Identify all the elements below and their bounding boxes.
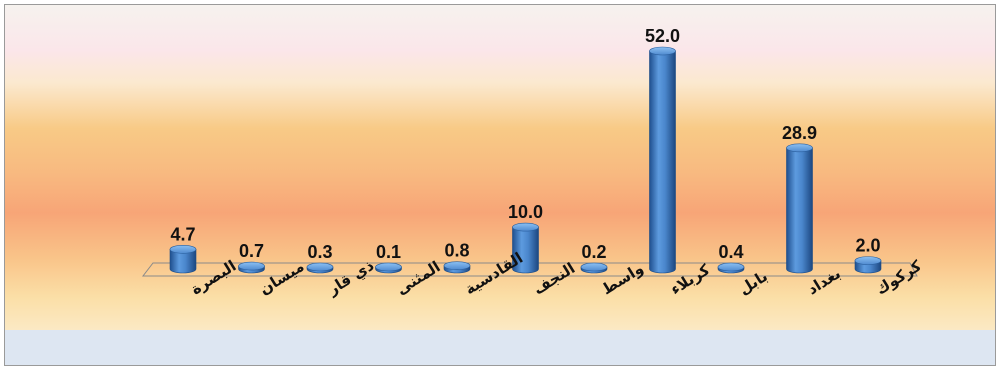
bar-body bbox=[512, 226, 539, 274]
chart-footer-band bbox=[5, 330, 995, 365]
bar-top bbox=[169, 244, 197, 254]
bar-top bbox=[512, 222, 539, 232]
bar-top bbox=[649, 46, 676, 56]
chart-frame: 4.7 0.7 0.3 0.1 0.8 10.0 0.2 52.0 0.4 28.9 2.0 الب… bbox=[4, 4, 996, 366]
data-label: 10.0 bbox=[508, 202, 543, 222]
bar-top bbox=[580, 262, 608, 272]
bar-top bbox=[717, 262, 745, 272]
bar bbox=[443, 261, 471, 274]
bar bbox=[169, 244, 197, 274]
bar-top bbox=[306, 262, 334, 272]
data-label: 2.0 bbox=[855, 236, 880, 256]
data-label: 0.4 bbox=[718, 242, 743, 262]
data-label: 0.3 bbox=[307, 242, 332, 262]
bar bbox=[306, 262, 334, 274]
bar-top bbox=[238, 261, 265, 271]
data-label: 0.8 bbox=[444, 241, 469, 261]
bar bbox=[375, 262, 402, 274]
bar bbox=[512, 222, 539, 274]
bar-body bbox=[649, 50, 676, 274]
bar-top bbox=[786, 143, 813, 153]
category-label: القادسية bbox=[462, 249, 527, 299]
data-labels-group: 4.7 0.7 0.3 0.1 0.8 10.0 0.2 52.0 0.4 28.9 2.0 bbox=[170, 26, 880, 262]
bar bbox=[854, 256, 882, 274]
data-label: 52.0 bbox=[645, 26, 680, 46]
data-label: 4.7 bbox=[170, 224, 195, 244]
bar-body bbox=[169, 248, 197, 274]
bar-top bbox=[854, 256, 882, 265]
data-label: 0.1 bbox=[376, 242, 401, 262]
data-label: 0.7 bbox=[239, 241, 264, 261]
bar bbox=[238, 261, 265, 274]
bar bbox=[580, 262, 608, 274]
bars-group bbox=[169, 46, 882, 274]
data-label: 0.2 bbox=[581, 242, 606, 262]
bar-chart: 4.70.7 0.3 0.1 0.810.00.252.00.428.92.0 الب… bbox=[141, 26, 925, 300]
bar-top bbox=[443, 261, 471, 270]
category-labels-group: البصرة ميسان ذي قار المثنى القادسية النجف واسط… bbox=[188, 249, 925, 300]
category-label: المثنى bbox=[393, 258, 443, 299]
bar bbox=[649, 46, 676, 274]
data-label: 28.9 bbox=[782, 123, 817, 143]
bar-body bbox=[786, 147, 813, 274]
bar bbox=[717, 262, 745, 274]
bar-top bbox=[375, 262, 402, 272]
bar bbox=[786, 143, 813, 274]
